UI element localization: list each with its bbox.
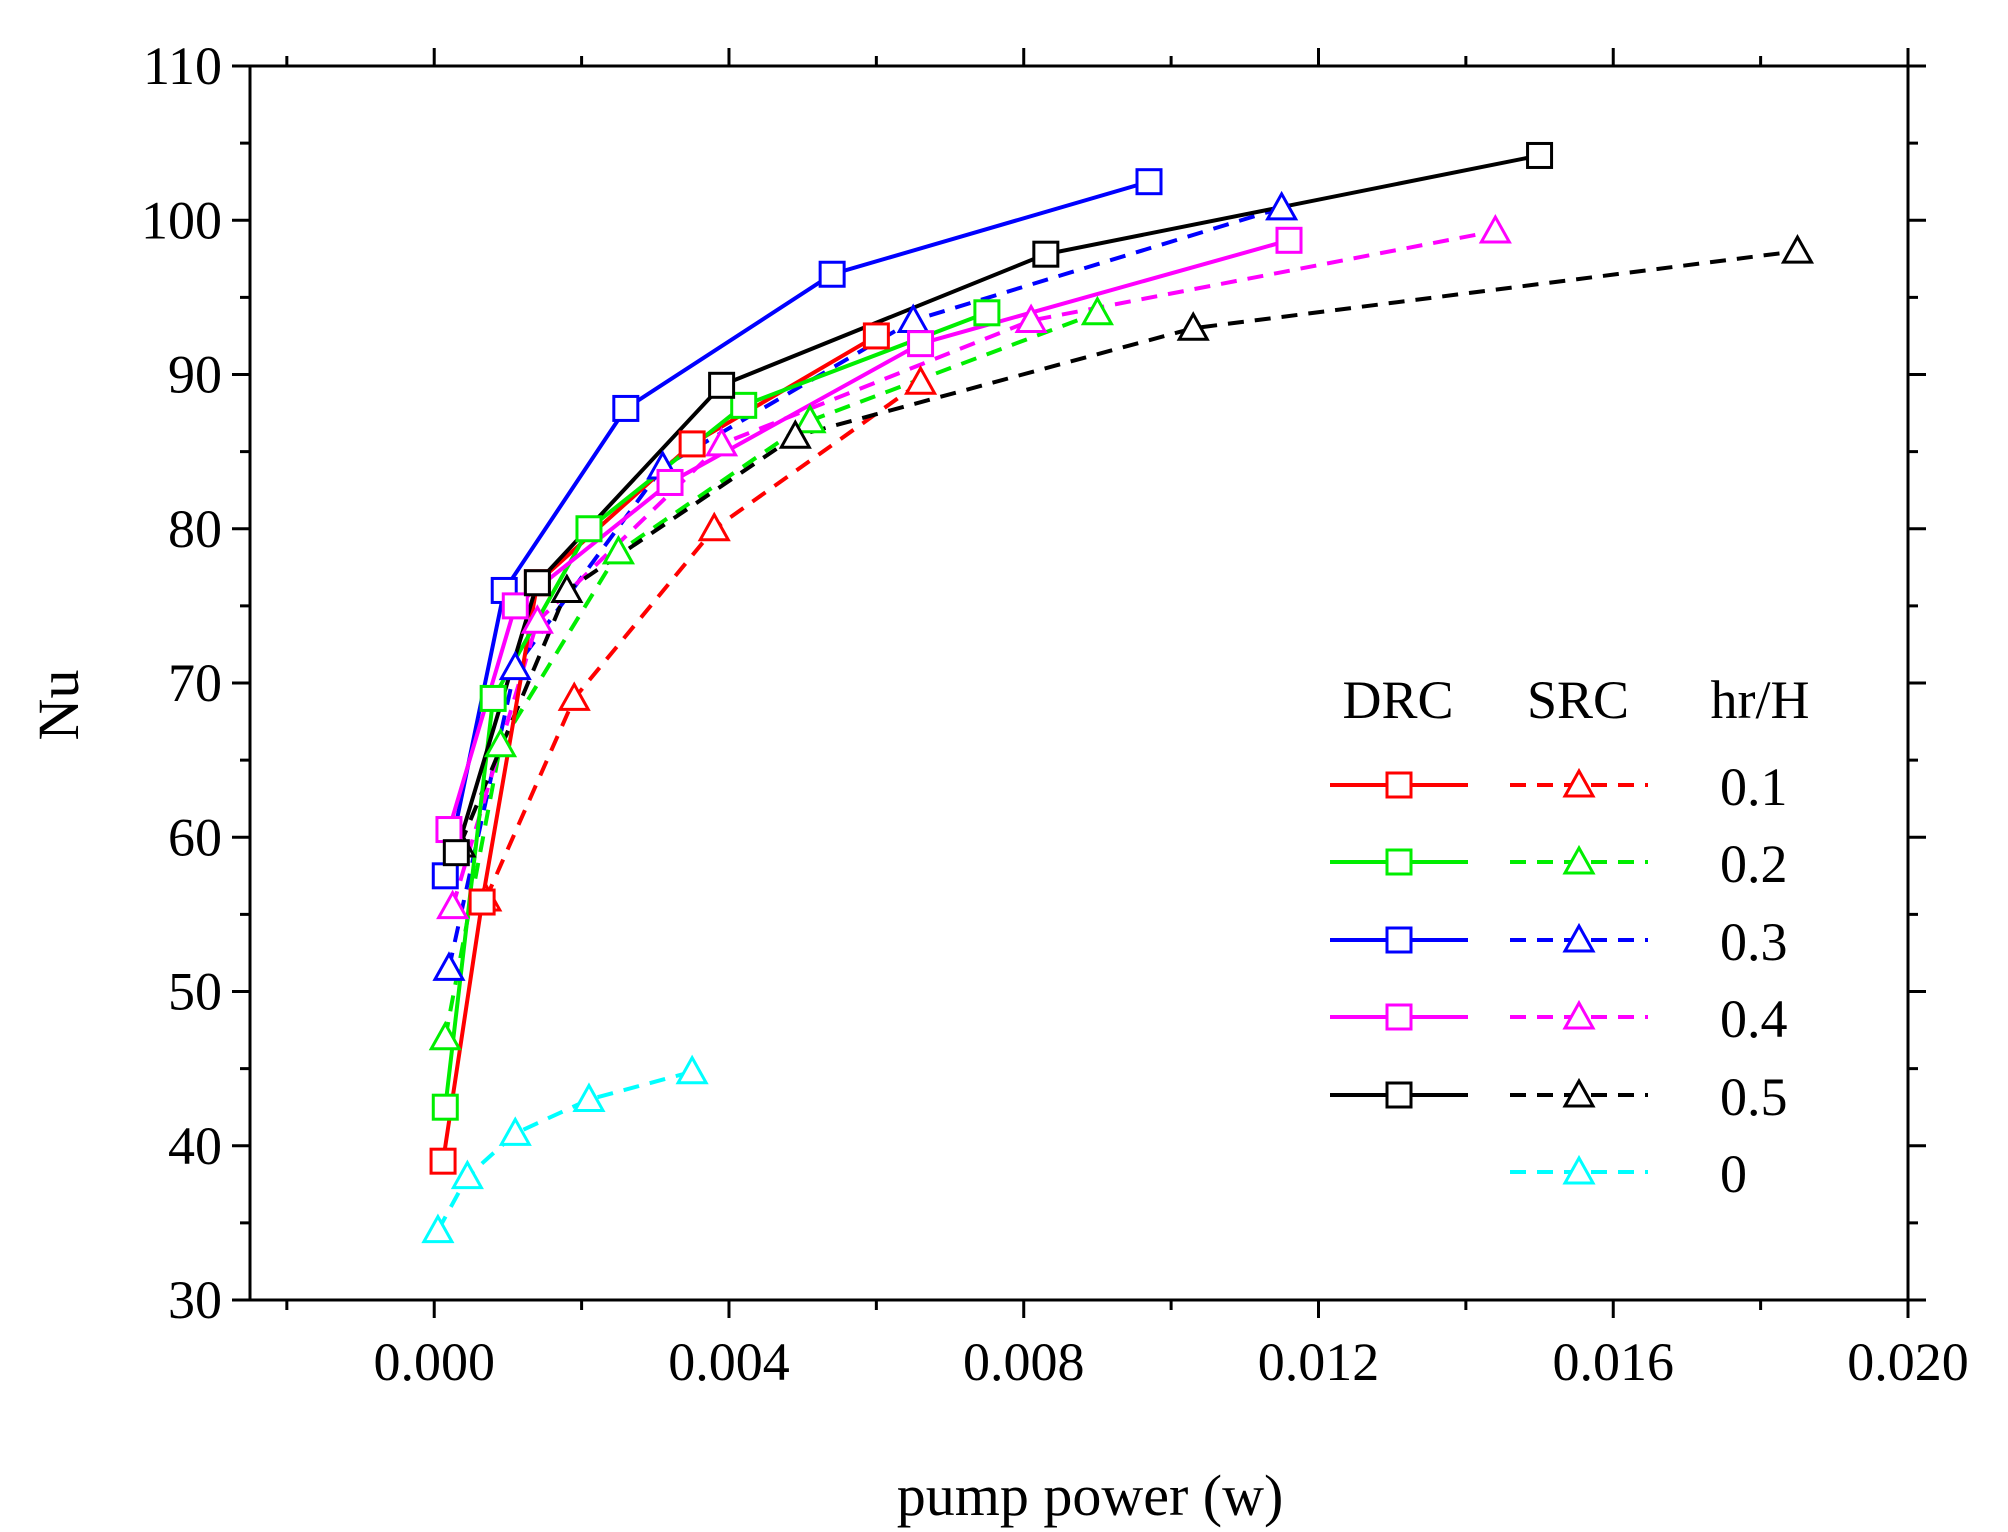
- legend-param-label: 0.4: [1720, 989, 1788, 1049]
- data-point-drc-0-3: [1135, 168, 1163, 196]
- series-line-src-0-5: [458, 249, 1798, 846]
- data-point-src-0-4: [1478, 213, 1512, 244]
- data-point-src-0-2: [483, 727, 518, 758]
- legend: DRC SRC hr/H 0.1 0.2 0.3 0.4 0.5 0: [1330, 670, 1809, 1204]
- data-point-drc-0-2: [575, 515, 603, 543]
- y-tick-label: 100: [141, 190, 222, 250]
- legend-param-label: 0.1: [1720, 757, 1788, 817]
- legend-marker-src: [1562, 767, 1596, 798]
- data-point-drc-0-4: [435, 816, 463, 844]
- y-tick-label: 50: [168, 962, 222, 1022]
- legend-marker-src: [1562, 999, 1596, 1030]
- data-point-drc-0-5: [442, 839, 470, 867]
- data-point-drc-0-3: [818, 260, 846, 288]
- data-point-src-0-5: [550, 573, 584, 603]
- data-point-src-0-5: [1176, 311, 1210, 341]
- series-line-src-0-2: [443, 310, 1099, 1039]
- data-point-drc-0-2: [973, 299, 1001, 327]
- y-tick-label: 70: [168, 653, 222, 713]
- data-point-src-0-1: [697, 511, 731, 542]
- legend-marker-src: [1562, 1154, 1596, 1185]
- data-point-drc-0-3: [431, 862, 459, 890]
- y-tick-label: 90: [168, 345, 222, 405]
- legend-marker-drc: [1385, 771, 1413, 799]
- x-tick-label: 0.000: [373, 1332, 495, 1392]
- data-point-drc-0-5: [1032, 240, 1060, 268]
- y-tick-label: 30: [168, 1270, 222, 1330]
- x-tick-label: 0.020: [1847, 1332, 1969, 1392]
- y-tick-label: 80: [168, 499, 222, 559]
- data-point-drc-0-1: [862, 322, 890, 350]
- data-point-src-0-2: [793, 403, 827, 434]
- series-line-drc-0-3: [443, 179, 1150, 877]
- legend-param-label: 0.2: [1720, 834, 1788, 894]
- data-point-src-0-3: [432, 951, 466, 981]
- legend-header-drc: DRC: [1342, 670, 1453, 730]
- data-point-drc-0-2: [431, 1093, 459, 1121]
- legend-param-label: 0.3: [1720, 912, 1788, 972]
- data-point-drc-0-2: [730, 391, 758, 419]
- data-point-src-0-2: [428, 1020, 462, 1051]
- data-point-src-0-2: [601, 534, 636, 565]
- legend-marker-drc: [1385, 926, 1413, 954]
- data-point-drc-0-4: [656, 468, 684, 496]
- data-point-drc-0-4: [1275, 226, 1303, 254]
- data-point-src-0-5: [1780, 234, 1815, 264]
- data-point-src-0-4: [436, 889, 470, 920]
- data-point-src-0-4: [705, 426, 739, 457]
- series-line-src-0-1: [483, 380, 922, 900]
- legend-marker-src: [1562, 844, 1596, 875]
- data-point-src-0-3: [498, 650, 532, 681]
- series-line-src-0-4: [450, 229, 1496, 908]
- data-point-src-0: [421, 1213, 455, 1244]
- data-point-drc-0-1: [429, 1147, 457, 1175]
- data-point-src-0: [572, 1082, 606, 1112]
- data-point-src-0-5: [778, 419, 812, 449]
- axes-layer: 0.000 0.004 0.008 0.012 0.016 0.020 30 40 50 60 70…: [141, 36, 1969, 1392]
- y-tick-label: 60: [168, 807, 222, 867]
- data-point-drc-0-1: [468, 888, 496, 916]
- data-point-src-0-1: [557, 681, 591, 711]
- x-tick-label: 0.008: [963, 1332, 1085, 1392]
- legend-marker-src: [1562, 922, 1596, 953]
- data-point-drc-0-3: [612, 394, 640, 422]
- legend-header-param: hr/H: [1711, 670, 1810, 730]
- data-point-drc-0-5: [1526, 141, 1554, 169]
- data-point-src-0-3: [1265, 190, 1299, 221]
- series-layer: [421, 141, 1815, 1244]
- data-point-src-0-2: [1080, 295, 1114, 326]
- data-point-drc-0-2: [479, 684, 507, 712]
- data-point-src-0-1: [904, 365, 938, 395]
- legend-marker-drc: [1385, 1003, 1413, 1031]
- legend-marker-drc: [1385, 1081, 1413, 1109]
- legend-marker-drc: [1385, 848, 1413, 876]
- data-point-src-0-4: [1014, 303, 1048, 334]
- x-tick-label: 0.016: [1552, 1332, 1674, 1392]
- data-point-drc-0-5: [708, 371, 736, 399]
- data-point-src-0-4: [520, 604, 554, 634]
- legend-header-src: SRC: [1527, 670, 1629, 730]
- data-point-src-0: [675, 1054, 709, 1085]
- y-tick-label: 40: [168, 1116, 222, 1176]
- data-point-drc-0-4: [907, 330, 935, 358]
- plot-frame: [248, 64, 1910, 1302]
- legend-marker-src: [1562, 1077, 1596, 1108]
- data-point-drc-0-1: [678, 430, 706, 458]
- y-tick-label: 110: [143, 36, 222, 96]
- x-tick-label: 0.012: [1258, 1332, 1380, 1392]
- data-point-src-0: [498, 1116, 532, 1146]
- series-line-src-0: [436, 1069, 693, 1232]
- data-point-src-0: [450, 1159, 484, 1190]
- legend-param-label: 0: [1720, 1144, 1747, 1204]
- data-point-drc-0-4: [501, 592, 529, 620]
- x-axis-title: pump power (w): [897, 1463, 1284, 1528]
- x-tick-label: 0.004: [668, 1332, 790, 1392]
- y-axis-title: Nu: [26, 670, 91, 741]
- data-point-drc-0-5: [523, 569, 551, 597]
- legend-param-label: 0.5: [1720, 1067, 1788, 1127]
- series-line-src-0-3: [447, 205, 1283, 969]
